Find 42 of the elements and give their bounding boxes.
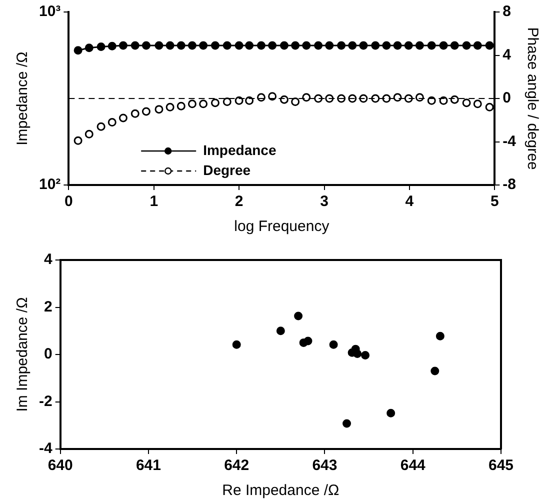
x-tick-label: 644 xyxy=(400,457,426,474)
y2-tick-label: -4 xyxy=(502,132,517,150)
point xyxy=(353,350,362,358)
y-axis-title: Im Impedance /Ω xyxy=(14,297,32,412)
x-axis-title: Re Impedance /Ω xyxy=(222,482,340,500)
point xyxy=(329,340,338,349)
point xyxy=(304,336,312,346)
point xyxy=(276,326,285,336)
point xyxy=(436,332,444,340)
point xyxy=(430,366,440,376)
x-axis-title: log Frequency xyxy=(234,218,330,236)
y2-axis-title: Phase angle / degree xyxy=(524,27,541,170)
x-tick-label: 3 xyxy=(320,193,328,210)
x-tick-label: 0 xyxy=(64,193,73,210)
y2-tick-label: 8 xyxy=(502,3,512,20)
point xyxy=(294,312,303,320)
y-tick-label: 4 xyxy=(44,251,53,268)
point xyxy=(386,408,396,418)
x-tick-label: 641 xyxy=(136,457,161,474)
point xyxy=(232,340,241,349)
legend-label: Degree xyxy=(203,162,251,178)
x-tick-label: 642 xyxy=(224,457,250,474)
y2-tick-label: -8 xyxy=(502,176,516,194)
y-axis-title: Impedance /Ω xyxy=(14,52,32,146)
x-tick-label: 645 xyxy=(488,457,514,474)
point xyxy=(361,350,370,360)
y-tick-label: 0 xyxy=(44,346,52,363)
x-tick-label: 640 xyxy=(48,457,73,474)
y-tick-label: 10² xyxy=(38,176,61,194)
x-tick-label: 643 xyxy=(312,457,338,474)
y-tick-label: 2 xyxy=(44,298,52,316)
y-tick-label: -4 xyxy=(38,440,53,458)
x-tick-label: 1 xyxy=(150,193,158,210)
y-tick-label: -2 xyxy=(38,392,52,410)
x-tick-label: 5 xyxy=(490,193,499,210)
y2-tick-label: 0 xyxy=(502,90,512,107)
y-tick-label: 10³ xyxy=(38,3,61,20)
x-tick-label: 2 xyxy=(234,193,244,210)
x-tick-label: 4 xyxy=(405,193,414,210)
legend-label: Impedance xyxy=(203,142,276,158)
point xyxy=(342,419,352,428)
y2-tick-label: 4 xyxy=(502,46,512,64)
